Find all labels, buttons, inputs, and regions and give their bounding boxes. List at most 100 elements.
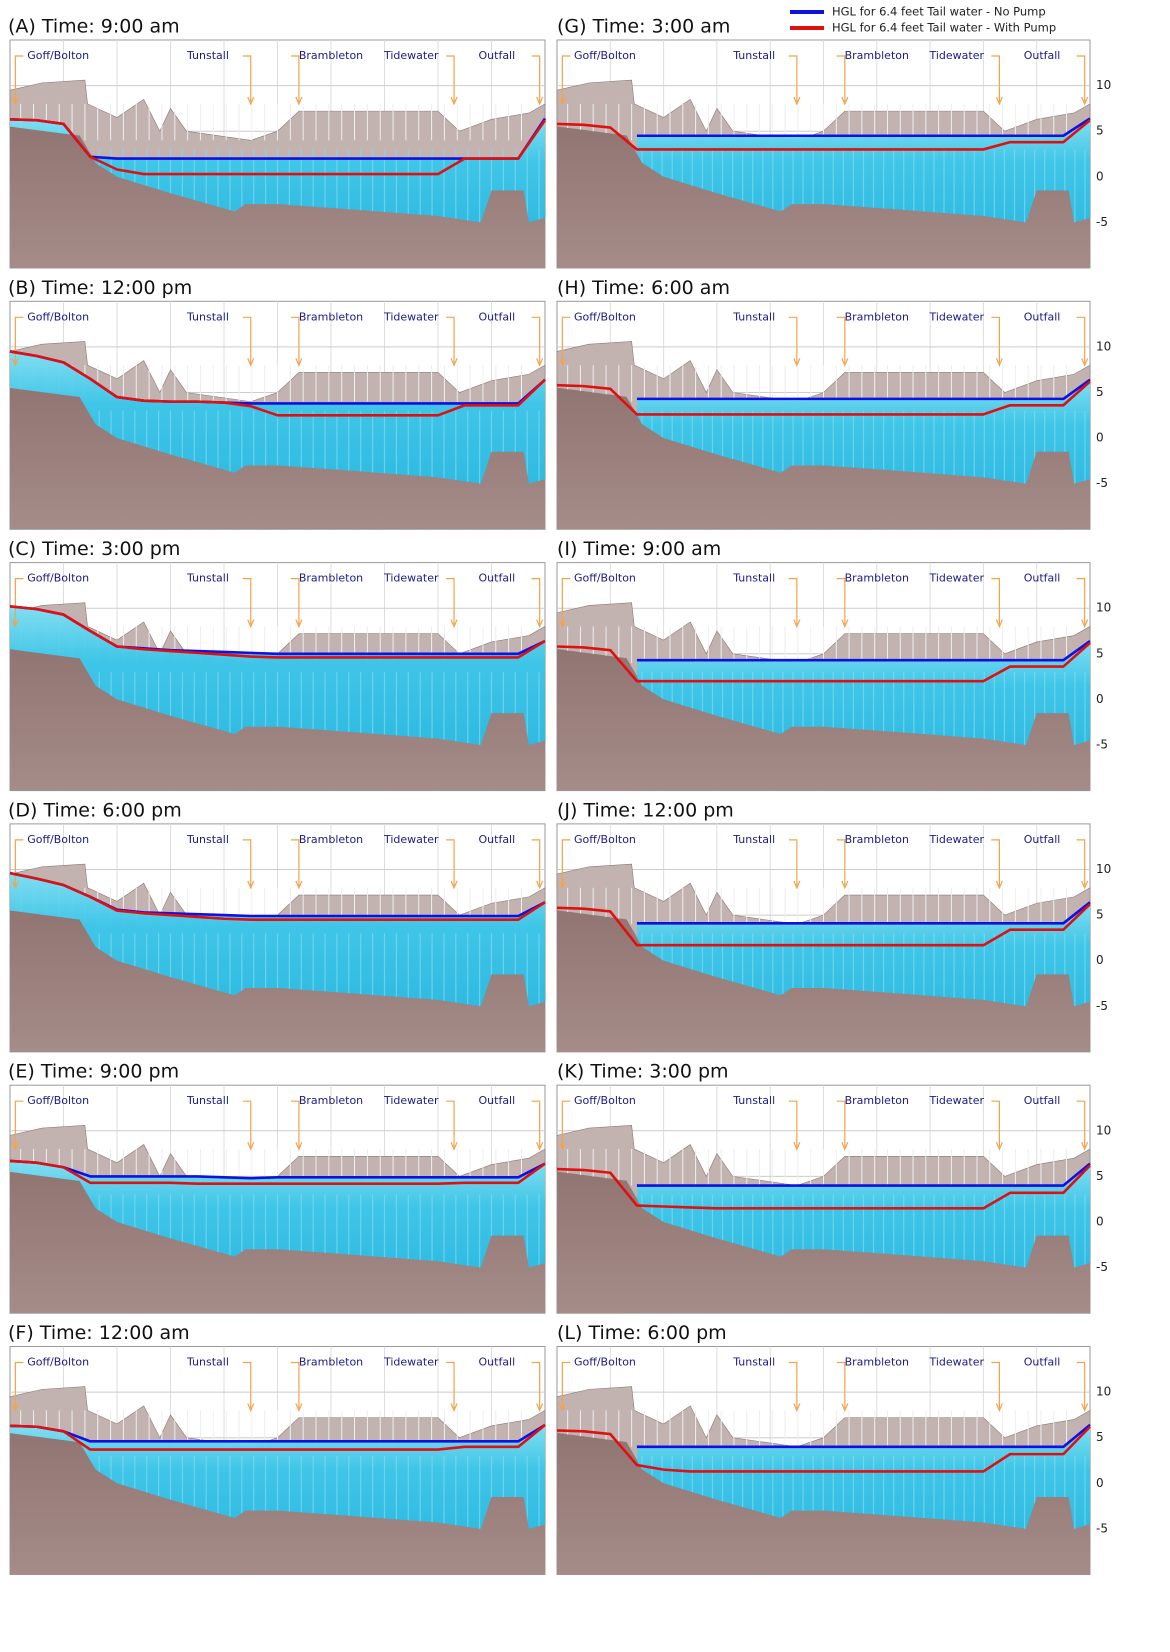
panel-title: (B) Time: 12:00 pm xyxy=(8,277,192,299)
location-label: Brambleton xyxy=(299,310,363,323)
location-label: Brambleton xyxy=(299,1356,363,1369)
panel-title: (E) Time: 9:00 pm xyxy=(8,1061,179,1083)
y-tick-label: 0 xyxy=(1096,1215,1104,1229)
location-label: Outfall xyxy=(1024,310,1061,323)
location-label: Tidewater xyxy=(383,833,439,846)
location-label: Goff/Bolton xyxy=(27,1094,89,1107)
location-label: Tidewater xyxy=(383,572,439,585)
y-tick-label: 10 xyxy=(1096,1123,1111,1137)
location-label: Tidewater xyxy=(383,1094,439,1107)
location-label: Tunstall xyxy=(186,310,229,323)
location-label: Tidewater xyxy=(928,572,984,585)
location-label: Goff/Bolton xyxy=(574,310,636,323)
panel: (B) Time: 12:00 pm Goff/Bolton Tunstall Bra… xyxy=(8,277,545,530)
location-label: Outfall xyxy=(479,1094,516,1107)
location-label: Goff/Bolton xyxy=(27,49,89,62)
panel-title: (L) Time: 6:00 pm xyxy=(557,1322,727,1344)
location-label: Goff/Bolton xyxy=(27,833,89,846)
location-label: Outfall xyxy=(479,310,516,323)
y-tick-label: 0 xyxy=(1096,1476,1104,1490)
location-label: Brambleton xyxy=(299,572,363,585)
location-label: Tunstall xyxy=(732,1356,775,1369)
y-tick-label: 0 xyxy=(1096,692,1104,706)
panel: (J) Time: 12:00 pm-50510Goff/BoltonTunst… xyxy=(557,799,1111,1052)
panel: (H) Time: 6:00 am-50510Goff/BoltonTunsta… xyxy=(557,277,1111,530)
panel: (L) Time: 6:00 pm -5 0 5 10 Goff/Bolton Tunsta… xyxy=(557,1322,1111,1575)
location-label: Tidewater xyxy=(383,1356,439,1369)
location-label: Brambleton xyxy=(845,310,909,323)
location-label: Brambleton xyxy=(845,572,909,585)
y-tick-label: -5 xyxy=(1096,215,1108,229)
legend-label: HGL for 6.4 feet Tail water - With Pump xyxy=(832,21,1056,35)
location-label: Outfall xyxy=(479,572,516,585)
location-label: Tidewater xyxy=(928,1094,984,1107)
y-tick-label: 5 xyxy=(1096,646,1104,660)
y-tick-label: 0 xyxy=(1096,169,1104,183)
y-tick-label: -5 xyxy=(1096,476,1108,490)
location-label: Brambleton xyxy=(845,1356,909,1369)
panel-title: (A) Time: 9:00 am xyxy=(8,16,180,38)
location-label: Brambleton xyxy=(299,49,363,62)
y-tick-label: 5 xyxy=(1096,124,1104,138)
location-label: Tunstall xyxy=(732,833,775,846)
y-tick-label: 10 xyxy=(1096,1385,1111,1399)
panel: (I) Time: 9:00 am-50510Goff/BoltonTunsta… xyxy=(557,538,1111,791)
y-tick-label: -5 xyxy=(1096,999,1108,1013)
location-label: Tidewater xyxy=(928,49,984,62)
legend: HGL for 6.4 feet Tail water - No Pump HGL… xyxy=(790,5,1056,35)
panel-title: (H) Time: 6:00 am xyxy=(557,277,730,299)
location-label: Tidewater xyxy=(928,310,984,323)
location-label: Brambleton xyxy=(845,1094,909,1107)
location-label: Goff/Bolton xyxy=(27,310,89,323)
panel-title: (C) Time: 3:00 pm xyxy=(8,538,180,560)
location-label: Tunstall xyxy=(732,1094,775,1107)
y-tick-label: 10 xyxy=(1096,862,1111,876)
panel: (E) Time: 9:00 pm Goff/Bolton Tunstall Bram… xyxy=(8,1061,545,1314)
location-label: Goff/Bolton xyxy=(574,1356,636,1369)
location-label: Tunstall xyxy=(186,1356,229,1369)
location-label: Outfall xyxy=(1024,1356,1061,1369)
location-label: Tunstall xyxy=(186,1094,229,1107)
panel: (D) Time: 6:00 pm Goff/Bolton Tunstall Bram… xyxy=(8,799,545,1052)
panel-title: (G) Time: 3:00 am xyxy=(557,16,730,38)
location-label: Outfall xyxy=(479,49,516,62)
y-tick-label: -5 xyxy=(1096,1260,1108,1274)
y-tick-label: 10 xyxy=(1096,339,1111,353)
panel: (C) Time: 3:00 pmGoff/BoltonTunstallBram… xyxy=(8,538,545,791)
y-tick-label: 10 xyxy=(1096,601,1111,615)
panel: (G) Time: 3:00 am-50510Goff/BoltonTunsta… xyxy=(557,16,1111,269)
location-label: Tunstall xyxy=(186,833,229,846)
legend-label: HGL for 6.4 feet Tail water - No Pump xyxy=(832,5,1046,19)
location-label: Goff/Bolton xyxy=(574,833,636,846)
location-label: Brambleton xyxy=(299,1094,363,1107)
location-label: Goff/Bolton xyxy=(574,49,636,62)
location-label: Tunstall xyxy=(186,49,229,62)
location-label: Tidewater xyxy=(928,1356,984,1369)
location-label: Outfall xyxy=(1024,49,1061,62)
y-tick-label: -5 xyxy=(1096,1521,1108,1535)
location-label: Outfall xyxy=(479,833,516,846)
y-tick-label: 0 xyxy=(1096,431,1104,445)
location-label: Brambleton xyxy=(299,833,363,846)
location-label: Goff/Bolton xyxy=(27,1356,89,1369)
panel-title: (D) Time: 6:00 pm xyxy=(8,799,182,821)
location-label: Tidewater xyxy=(383,49,439,62)
location-label: Outfall xyxy=(1024,833,1061,846)
location-label: Outfall xyxy=(1024,572,1061,585)
y-tick-label: 5 xyxy=(1096,908,1104,922)
location-label: Brambleton xyxy=(845,49,909,62)
location-label: Tunstall xyxy=(732,310,775,323)
y-tick-label: -5 xyxy=(1096,738,1108,752)
panel: (A) Time: 9:00 am Goff/Bolton Tunstall Bram… xyxy=(8,16,545,269)
panel-title: (I) Time: 9:00 am xyxy=(557,538,721,560)
location-label: Goff/Bolton xyxy=(574,1094,636,1107)
panel-title: (J) Time: 12:00 pm xyxy=(557,799,734,821)
y-tick-label: 5 xyxy=(1096,1430,1104,1444)
location-label: Goff/Bolton xyxy=(574,572,636,585)
y-tick-label: 10 xyxy=(1096,78,1111,92)
location-label: Tidewater xyxy=(928,833,984,846)
location-label: Outfall xyxy=(479,1356,516,1369)
location-label: Goff/Bolton xyxy=(27,572,89,585)
